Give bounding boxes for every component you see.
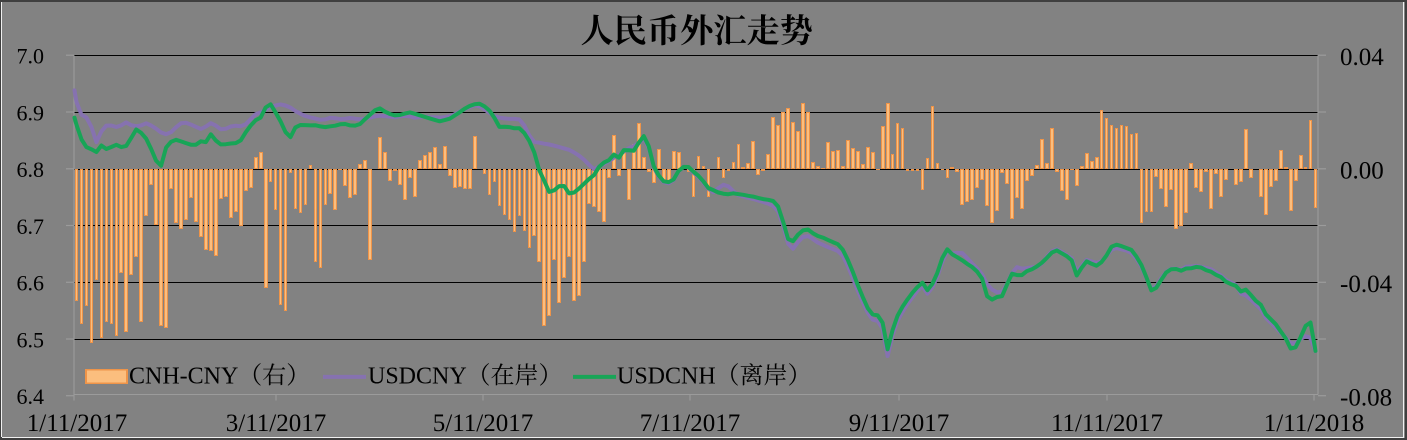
svg-text:-0.08: -0.08 (1340, 384, 1392, 411)
svg-text:6.8: 6.8 (17, 157, 45, 182)
svg-text:9/11/2017: 9/11/2017 (849, 410, 949, 437)
svg-text:5/11/2017: 5/11/2017 (433, 410, 533, 437)
svg-text:USDCNH: USDCNH (617, 364, 716, 390)
svg-text:7.0: 7.0 (17, 44, 45, 69)
svg-text:11/11/2017: 11/11/2017 (1051, 410, 1163, 437)
svg-text:0.00: 0.00 (1340, 157, 1384, 184)
svg-text:6.9: 6.9 (17, 100, 45, 125)
svg-text:3/11/2017: 3/11/2017 (226, 410, 326, 437)
svg-text:6.6: 6.6 (17, 271, 45, 296)
svg-text:1/11/2017: 1/11/2017 (27, 410, 127, 437)
svg-text:7/11/2017: 7/11/2017 (640, 410, 740, 437)
svg-text:6.4: 6.4 (17, 384, 45, 409)
svg-text:USDCNY: USDCNY (368, 364, 467, 390)
svg-text:0.04: 0.04 (1340, 44, 1384, 71)
svg-text:CNH-CNY: CNH-CNY (129, 364, 238, 390)
svg-text:6.7: 6.7 (17, 214, 45, 239)
svg-text:-0.04: -0.04 (1340, 271, 1393, 298)
svg-text:1/11/2018: 1/11/2018 (1264, 410, 1364, 437)
svg-text:6.5: 6.5 (17, 327, 45, 352)
